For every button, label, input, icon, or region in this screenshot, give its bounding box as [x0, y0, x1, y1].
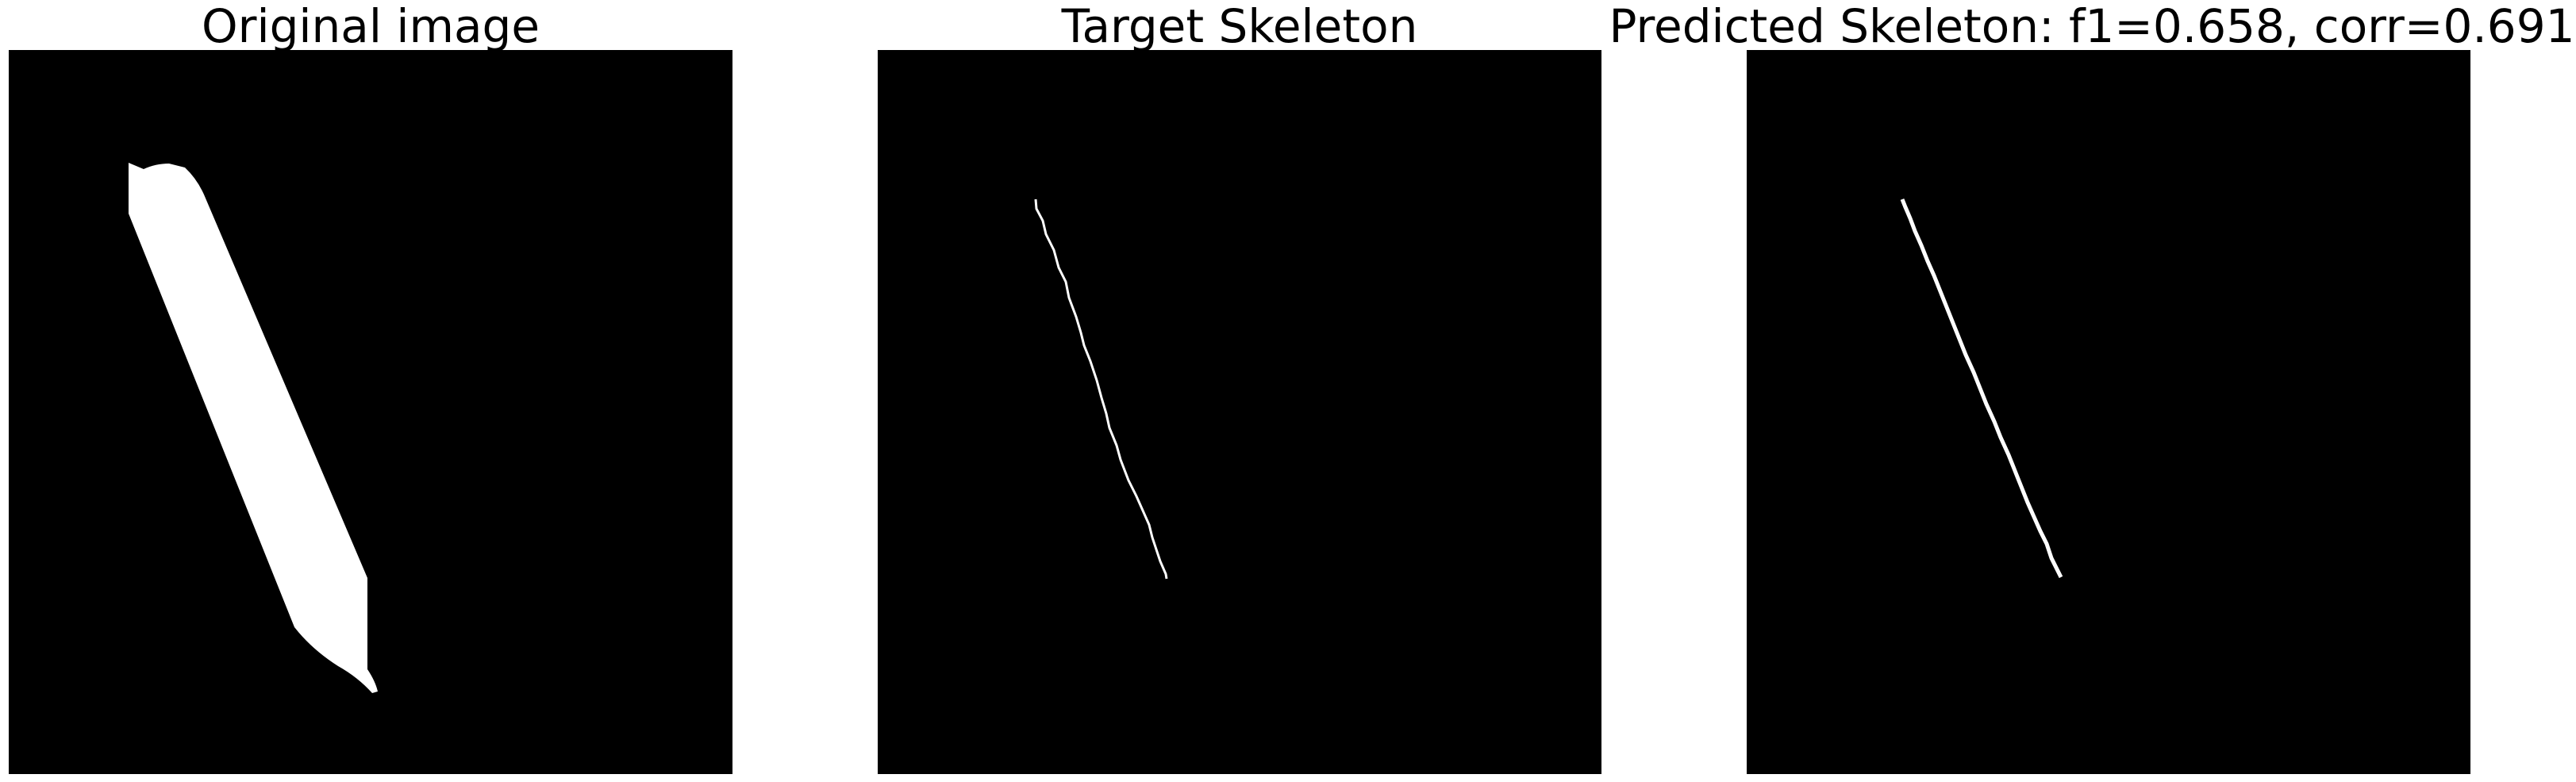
- target-skeleton-panel: [878, 50, 1601, 774]
- panel-title-predicted: Predicted Skeleton: f1=0.658, corr=0.691: [1609, 0, 2575, 53]
- predicted-skeleton-image: [1900, 198, 2063, 579]
- panel-title-original: Original image: [201, 0, 540, 53]
- predicted-skeleton-panel: [1747, 50, 2470, 774]
- predicted-skeleton-line: [1900, 198, 2063, 579]
- panel-title-target: Target Skeleton: [1061, 0, 1418, 53]
- original-image: [129, 163, 378, 693]
- original-image-panel: [9, 50, 732, 774]
- target-skeleton-line: [1034, 198, 1168, 580]
- target-skeleton-image: [1034, 198, 1168, 580]
- white-stroke-shape: [129, 163, 378, 693]
